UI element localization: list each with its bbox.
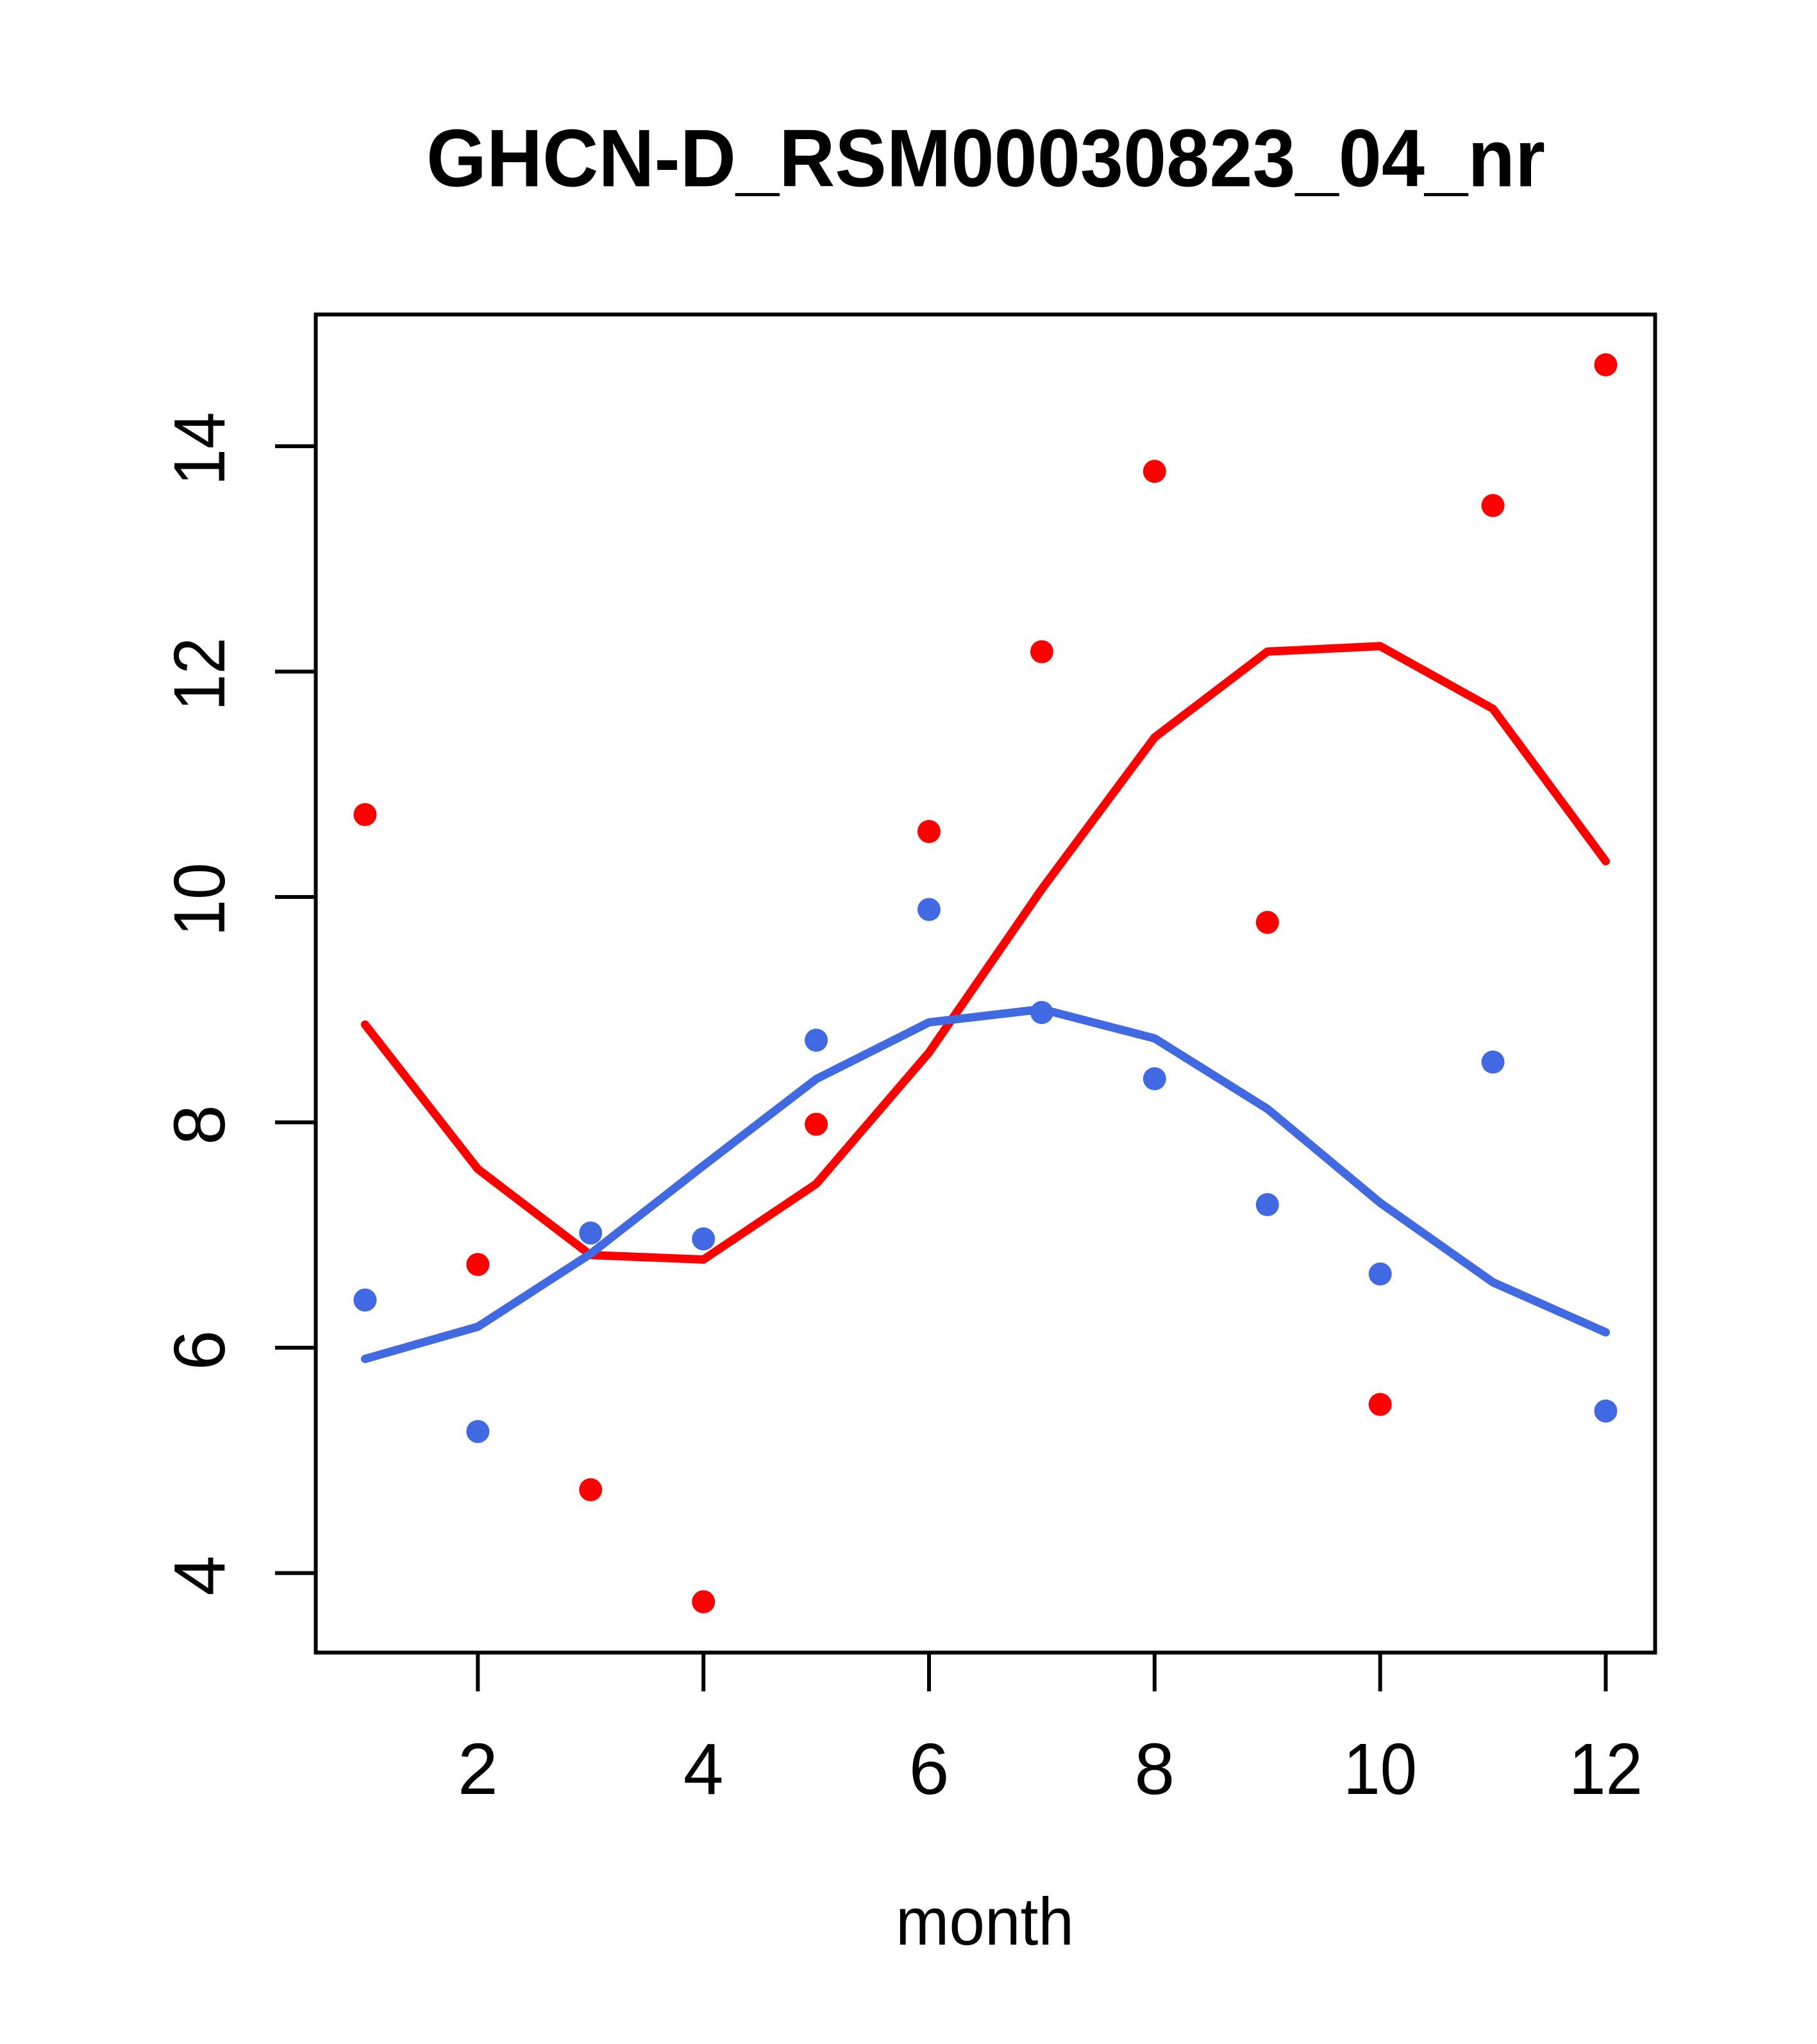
svg-text:month: month — [896, 1884, 1074, 1959]
svg-text:12: 12 — [1569, 1729, 1643, 1809]
svg-text:GHCN-D_RSM00030823_04_nr: GHCN-D_RSM00030823_04_nr — [426, 113, 1545, 204]
svg-text:2: 2 — [458, 1729, 498, 1809]
svg-text:4: 4 — [683, 1729, 724, 1809]
svg-text:12: 12 — [159, 637, 240, 711]
svg-text:10: 10 — [1343, 1729, 1417, 1809]
svg-text:10: 10 — [159, 863, 240, 937]
svg-text:4: 4 — [159, 1555, 240, 1596]
svg-text:8: 8 — [1134, 1729, 1175, 1809]
svg-text:6: 6 — [909, 1729, 950, 1809]
svg-text:14: 14 — [159, 412, 240, 486]
svg-text:6: 6 — [159, 1330, 240, 1371]
svg-text:8: 8 — [159, 1105, 240, 1145]
